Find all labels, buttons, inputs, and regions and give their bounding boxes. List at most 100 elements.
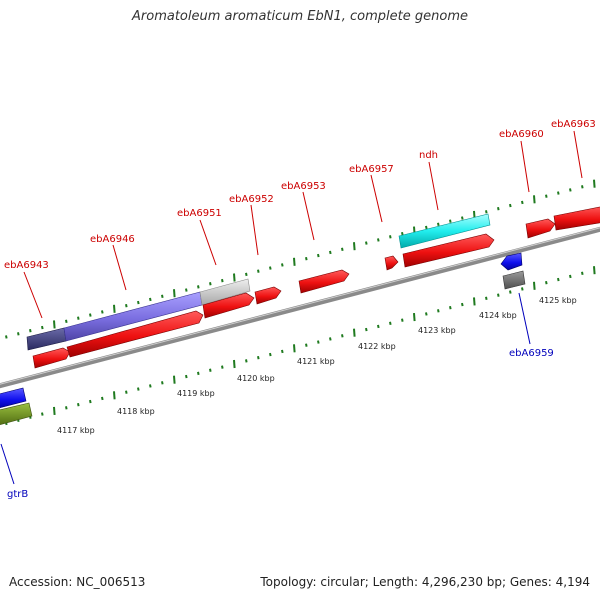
reverse-tick — [533, 281, 536, 290]
forward-tick — [449, 219, 452, 223]
leader-ebA6953 — [302, 191, 315, 241]
feature-gtrB-olive[interactable] — [0, 402, 33, 426]
reverse-tick — [101, 396, 104, 401]
leader-ebA6960 — [520, 140, 530, 193]
forward-tick — [29, 328, 32, 333]
forward-tick — [221, 278, 224, 283]
label-ebA6963: ebA6963 — [551, 119, 596, 130]
forward-tick — [257, 269, 260, 273]
kbp-label-4122: 4122 kbp — [358, 342, 396, 351]
reverse-tick — [185, 374, 188, 379]
reverse-tick — [257, 356, 260, 360]
reverse-tick — [581, 271, 584, 275]
feature-ebA6959-grey[interactable] — [502, 270, 526, 290]
leader-ebA6963 — [573, 130, 583, 179]
label-gtrB: gtrB — [7, 489, 28, 500]
kbp-label-4118: 4118 kbp — [117, 407, 155, 416]
kbp-label-4123: 4123 kbp — [418, 326, 456, 335]
kbp-label-4125: 4125 kbp — [539, 296, 577, 305]
reverse-tick — [449, 305, 452, 310]
gene-ebA6960[interactable] — [525, 218, 556, 239]
reverse-tick — [413, 312, 416, 322]
gene-ndh[interactable] — [402, 233, 495, 268]
forward-tick — [557, 191, 560, 195]
forward-tick — [521, 200, 524, 205]
forward-tick — [485, 210, 488, 214]
reverse-tick — [389, 321, 392, 326]
features-forward-inner — [32, 206, 600, 369]
reverse-tick — [461, 302, 464, 307]
label-ebA6943: ebA6943 — [4, 260, 49, 271]
reverse-tick — [497, 293, 500, 297]
forward-tick — [125, 303, 128, 308]
reverse-tick — [437, 309, 440, 313]
backbone — [0, 226, 600, 389]
kbp-label-4121: 4121 kbp — [297, 357, 335, 366]
forward-tick — [161, 294, 164, 298]
gene-gtrB[interactable] — [0, 387, 27, 409]
reverse-tick — [41, 412, 44, 416]
forward-tick — [65, 319, 68, 323]
forward-tick — [77, 316, 80, 320]
gene-ebA6952[interactable] — [254, 286, 282, 305]
forward-tick — [401, 232, 404, 236]
gene-ebA6957[interactable] — [384, 255, 399, 271]
reverse-tick — [545, 280, 548, 285]
reverse-tick — [341, 334, 344, 338]
gene-ebA6946[interactable] — [66, 310, 204, 358]
reverse-tick — [425, 312, 428, 316]
reverse-tick — [353, 328, 356, 337]
forward-tick — [497, 206, 500, 211]
reverse-tick — [209, 368, 212, 372]
reverse-tick — [365, 327, 368, 332]
forward-tick — [233, 273, 236, 282]
forward-tick — [149, 297, 152, 302]
map-title: Aromatoleum aromaticum EbN1, complete ge… — [132, 9, 468, 24]
gene-ebA6963[interactable] — [553, 206, 600, 231]
reverse-tick — [377, 324, 380, 329]
gene-ebA6951[interactable] — [202, 292, 255, 319]
forward-tick — [209, 282, 212, 286]
gene-ebA6959[interactable] — [500, 252, 523, 271]
kbp-label-4124: 4124 kbp — [479, 311, 517, 320]
forward-tick — [89, 313, 92, 317]
reverse-tick — [401, 318, 404, 322]
forward-tick — [389, 235, 392, 239]
reverse-tick — [485, 296, 488, 300]
forward-tick — [41, 325, 44, 330]
forward-tick — [197, 285, 200, 289]
leader-ebA6951 — [199, 219, 217, 266]
tick-row-reverse — [5, 266, 596, 426]
forward-tick — [461, 216, 464, 220]
reverse-tick — [233, 359, 236, 369]
feature-ebA6943[interactable] — [26, 327, 67, 351]
leader-gtrB — [0, 443, 15, 485]
forward-tick — [365, 241, 368, 245]
reverse-tick — [149, 384, 152, 388]
feature-ndh[interactable] — [398, 213, 491, 249]
reverse-tick — [281, 349, 284, 354]
forward-tick — [593, 179, 596, 188]
forward-tick — [425, 225, 428, 230]
forward-tick — [53, 320, 56, 329]
reverse-tick — [329, 337, 332, 341]
reverse-tick — [89, 399, 92, 404]
footer-accession: Accession: NC_006513 — [9, 575, 146, 589]
leader-ebA6952 — [250, 204, 259, 256]
reverse-tick — [521, 287, 524, 291]
gene-ebA6953[interactable] — [298, 269, 350, 294]
forward-tick — [569, 188, 572, 192]
forward-tick — [185, 288, 188, 292]
reverse-tick — [593, 266, 596, 275]
leader-ebA6957 — [370, 174, 383, 223]
reverse-tick — [197, 371, 200, 376]
forward-tick — [113, 304, 116, 313]
feature-ebA6951-grey[interactable] — [199, 278, 251, 306]
gene-labels-forward: ebA6943 ebA6946 ebA6951 ebA6952 ebA6953 … — [4, 119, 596, 271]
leader-lines — [0, 130, 583, 485]
reverse-tick — [53, 406, 56, 415]
forward-tick — [317, 253, 320, 258]
gene-ebA6943[interactable] — [32, 347, 71, 369]
reverse-tick — [161, 381, 164, 385]
